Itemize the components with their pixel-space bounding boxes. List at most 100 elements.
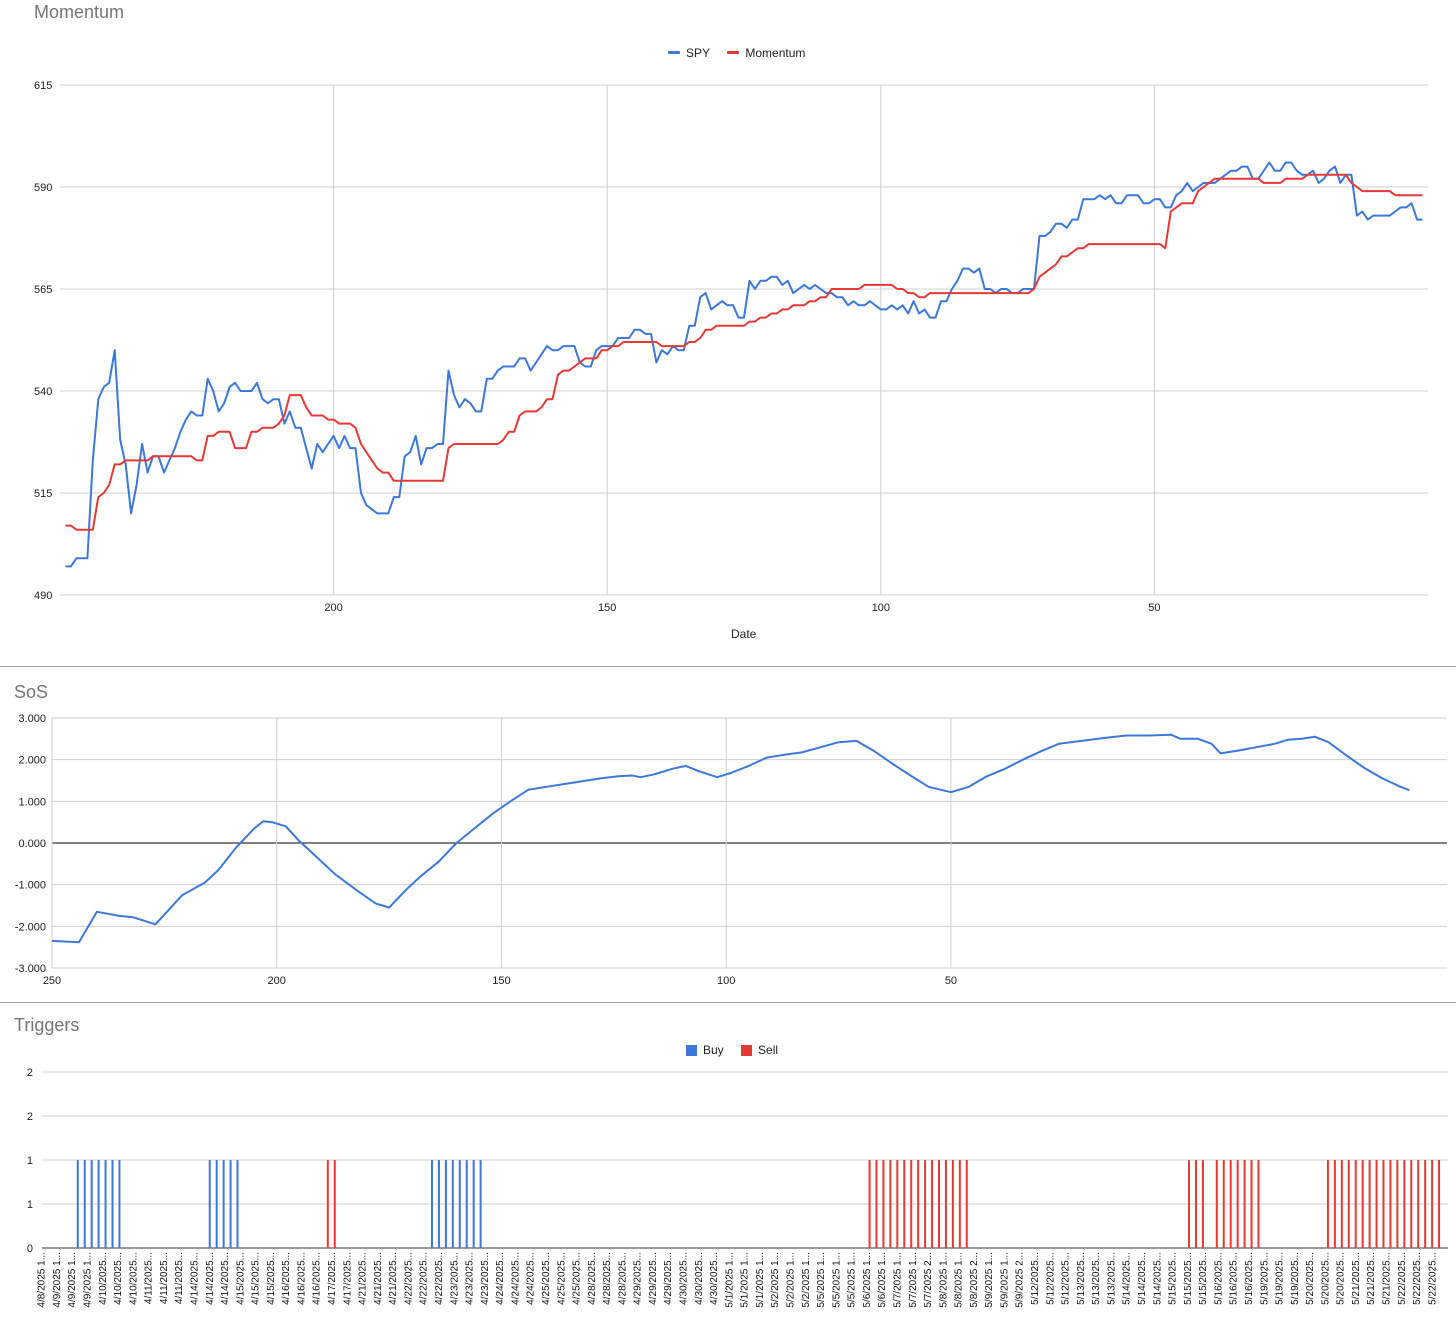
x-tick-label: 4/10/2025... <box>128 1252 139 1305</box>
y-tick-label: 615 <box>34 80 52 92</box>
x-tick-label: 4/16/2025... <box>312 1252 323 1305</box>
panel-divider <box>0 666 1456 667</box>
x-tick-label: 4/9/2025 1... <box>52 1252 63 1308</box>
x-tick-label: 5/21/2025... <box>1382 1252 1393 1305</box>
x-tick-label: 4/22/2025... <box>434 1252 445 1305</box>
y-tick-label: -1.000 <box>15 880 46 892</box>
x-tick-label: 150 <box>598 602 616 614</box>
y-tick-label: -3.000 <box>15 963 46 975</box>
x-tick-label: 4/21/2025... <box>373 1252 384 1305</box>
y-tick-label: 1.000 <box>18 796 46 808</box>
momentum-legend: SPY Momentum <box>668 43 819 60</box>
y-tick-label: 0 <box>27 1243 33 1255</box>
x-tick-label: 5/22/2025... <box>1427 1252 1438 1305</box>
x-tick-label: 5/8/2025 2... <box>969 1252 980 1308</box>
x-tick-label: 4/22/2025... <box>403 1252 414 1305</box>
x-tick-label: 4/15/2025... <box>251 1252 262 1305</box>
legend-label-sell: Sell <box>758 1043 779 1057</box>
x-tick-label: 5/16/2025... <box>1213 1252 1224 1305</box>
sos-series-line <box>51 733 1410 944</box>
x-tick-label: 4/17/2025... <box>342 1252 353 1305</box>
x-tick-label: 5/21/2025... <box>1351 1252 1362 1305</box>
x-tick-label: 4/17/2025... <box>327 1252 338 1305</box>
x-tick-label: 5/15/2025... <box>1198 1252 1209 1305</box>
legend-swatch-buy <box>686 1044 697 1056</box>
legend-swatch-spy <box>668 51 680 54</box>
x-tick-label: 4/16/2025... <box>281 1252 292 1305</box>
x-tick-label: 5/14/2025... <box>1122 1252 1133 1305</box>
sos-panel: SoS 3.000 2.000 1.000 0.000 -1.000 -2.000 -3.0… <box>0 667 1456 1002</box>
triggers-legend: Buy Sell <box>686 1043 792 1059</box>
x-tick-label: 4/11/2025... <box>174 1252 185 1304</box>
x-tick-label: 100 <box>717 975 735 987</box>
x-tick-label: 50 <box>945 975 957 987</box>
y-tick-label: 3.000 <box>18 713 46 725</box>
x-tick-label: 5/8/2025 1... <box>954 1252 965 1308</box>
x-tick-label: 5/9/2025 1... <box>999 1252 1010 1308</box>
momentum-panel: Momentum SPY Momentum 490 515 540 565 590 615… <box>34 2 1428 641</box>
x-tick-label: 5/13/2025... <box>1106 1252 1117 1305</box>
x-tick-label: 4/10/2025... <box>98 1252 109 1305</box>
legend-item-momentum[interactable]: Momentum <box>727 46 805 60</box>
x-tick-label: 5/8/2025 1... <box>938 1252 949 1308</box>
legend-item-spy[interactable]: SPY <box>668 46 710 60</box>
x-tick-label: 4/30/2025... <box>694 1252 705 1305</box>
x-tick-label: 4/14/2025... <box>190 1252 201 1305</box>
x-tick-label: 5/12/2025... <box>1045 1252 1056 1305</box>
x-tick-label: 5/21/2025... <box>1366 1252 1377 1305</box>
x-tick-label: 5/16/2025... <box>1244 1252 1255 1305</box>
momentum-chart: 490 515 540 565 590 615 200 150 100 50 <box>34 80 1428 614</box>
panel-divider <box>0 1002 1456 1003</box>
legend-label-spy: SPY <box>686 45 711 60</box>
y-tick-label: 590 <box>34 182 52 194</box>
x-tick-label: 5/14/2025... <box>1137 1252 1148 1305</box>
x-tick-label: 4/30/2025... <box>679 1252 690 1305</box>
legend-item-buy[interactable]: Buy <box>686 1043 724 1057</box>
triggers-title: Triggers <box>14 1015 80 1035</box>
x-tick-label: 5/20/2025... <box>1320 1252 1331 1305</box>
x-tick-label: 5/1/2025 1... <box>724 1252 735 1308</box>
x-tick-label: 5/14/2025... <box>1152 1252 1163 1305</box>
x-tick-label: 4/10/2025... <box>113 1252 124 1305</box>
x-tick-label: 5/19/2025... <box>1259 1252 1270 1305</box>
x-tick-label: 4/15/2025... <box>266 1252 277 1305</box>
x-tick-label: 4/14/2025... <box>205 1252 216 1305</box>
x-tick-label: 4/28/2025... <box>617 1252 628 1305</box>
x-tick-label: 4/28/2025... <box>602 1252 613 1305</box>
x-tick-label: 4/25/2025... <box>556 1252 567 1305</box>
x-tick-label: 4/11/2025... <box>144 1252 155 1304</box>
x-tick-label: 4/14/2025... <box>220 1252 231 1305</box>
legend-item-sell[interactable]: Sell <box>741 1043 778 1057</box>
x-tick-label: 200 <box>324 602 342 614</box>
x-tick-label: 5/20/2025... <box>1336 1252 1347 1305</box>
x-tick-label: 5/2/2025 1... <box>801 1252 812 1308</box>
x-tick-label: 5/6/2025 1... <box>877 1252 888 1308</box>
y-tick-label: 540 <box>34 386 52 398</box>
x-tick-label: 4/21/2025... <box>358 1252 369 1305</box>
y-tick-label: 2 <box>27 1111 33 1123</box>
x-tick-label: 5/12/2025... <box>1030 1252 1041 1305</box>
x-tick-label: 5/16/2025... <box>1229 1252 1240 1305</box>
x-tick-label: 5/13/2025... <box>1091 1252 1102 1305</box>
x-tick-label: 5/13/2025... <box>1076 1252 1087 1305</box>
momentum-x-axis-label: Date <box>731 627 757 641</box>
x-tick-label: 4/24/2025... <box>526 1252 537 1305</box>
x-tick-label: 4/24/2025... <box>510 1252 521 1305</box>
x-tick-label: 4/29/2025... <box>648 1252 659 1305</box>
x-tick-label: 5/5/2025 1... <box>831 1252 842 1308</box>
x-tick-label: 4/23/2025... <box>449 1252 460 1305</box>
y-tick-label: 565 <box>34 284 52 296</box>
x-tick-label: 5/19/2025... <box>1275 1252 1286 1305</box>
x-tick-label: 4/30/2025... <box>709 1252 720 1305</box>
x-tick-label: 5/2/2025 1... <box>770 1252 781 1308</box>
x-tick-label: 4/15/2025... <box>235 1252 246 1305</box>
x-tick-label: 5/5/2025 1... <box>816 1252 827 1308</box>
x-tick-label: 5/20/2025... <box>1305 1252 1316 1305</box>
x-tick-label: 5/7/2025 2... <box>923 1252 934 1308</box>
x-tick-label: 4/23/2025... <box>465 1252 476 1305</box>
x-tick-label: 4/24/2025... <box>495 1252 506 1305</box>
x-tick-label: 250 <box>43 975 61 987</box>
legend-swatch-momentum <box>727 51 740 54</box>
x-tick-label: 4/16/2025... <box>296 1252 307 1305</box>
x-tick-label: 150 <box>492 975 510 987</box>
